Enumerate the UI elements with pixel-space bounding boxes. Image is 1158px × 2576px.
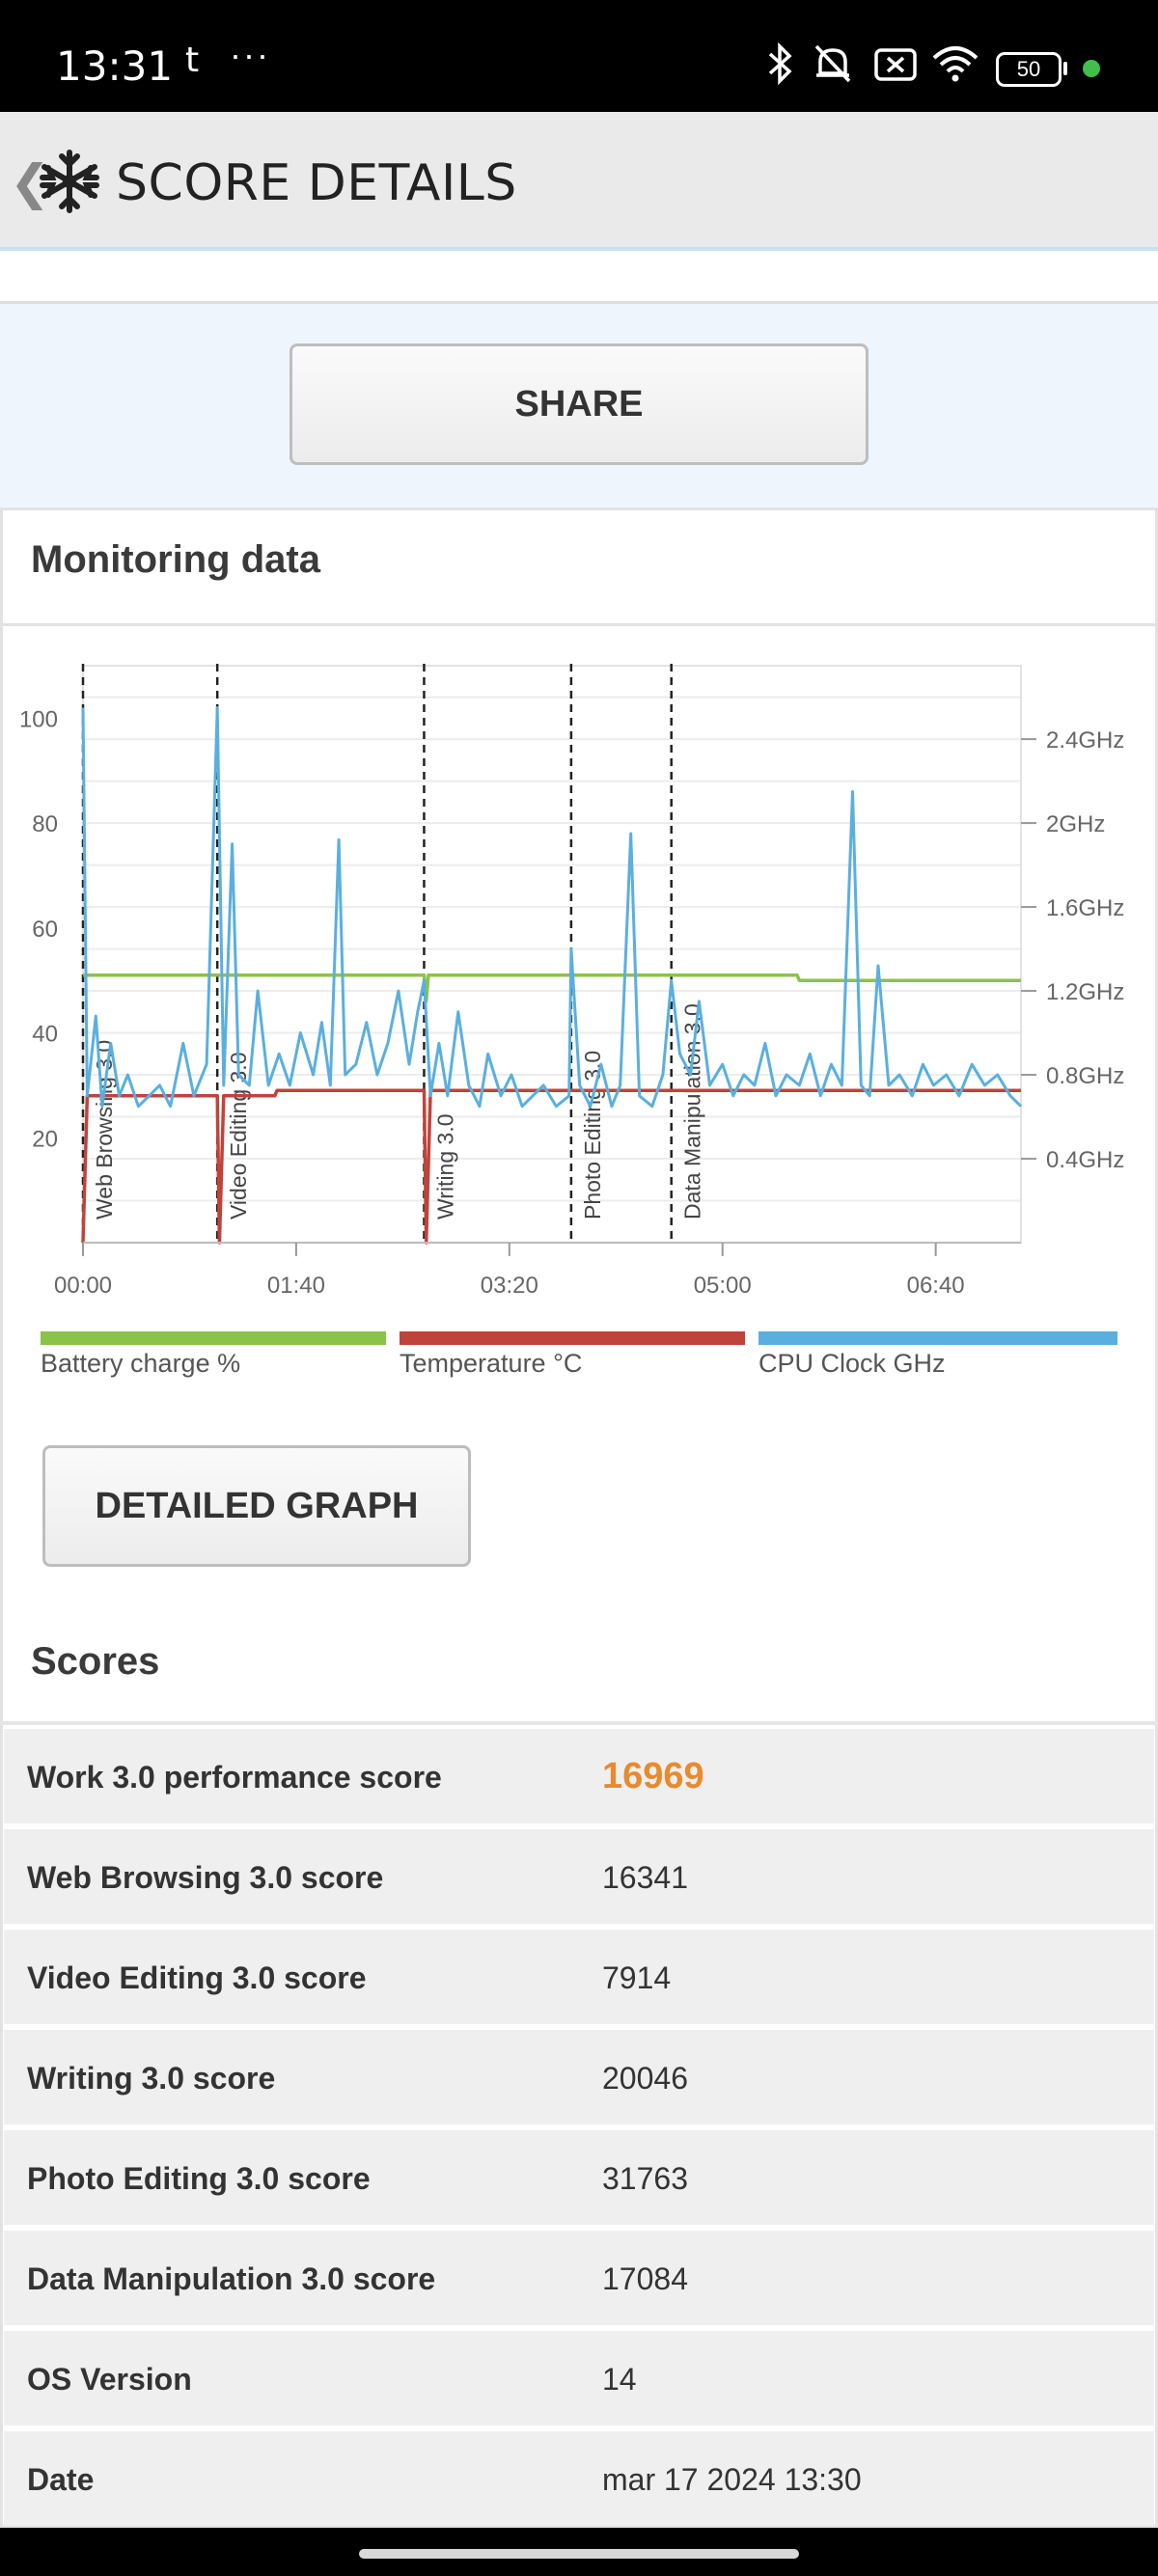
phase-marker-label: Photo Editing 3.0 (580, 1051, 605, 1219)
y-left-tick-label: 40 (32, 1022, 58, 1048)
y-right-tick-label: 2GHz (1046, 811, 1105, 837)
score-value: 20046 (602, 2061, 688, 2096)
scores-divider (0, 1721, 1158, 1725)
score-value: 17084 (602, 2261, 688, 2296)
previous-card-bottom (0, 251, 1158, 304)
y-right-tick-label: 1.6GHz (1046, 895, 1124, 921)
score-label: Web Browsing 3.0 score (27, 1860, 384, 1895)
x-tick-label: 03:20 (481, 1273, 538, 1293)
score-label: OS Version (27, 2362, 192, 2397)
app-header: ❮ SCORE DETAILS (0, 112, 1158, 251)
wifi-icon (932, 46, 979, 82)
table-row: Data Manipulation 3.0 score 17084 (4, 2231, 1154, 2325)
home-gesture-handle[interactable] (359, 2549, 799, 2559)
legend-cpu-label: CPU Clock GHz (758, 1349, 946, 1378)
score-label: Photo Editing 3.0 score (27, 2161, 371, 2196)
series-line-battery (83, 973, 1021, 1003)
x-tick-label: 01:40 (267, 1273, 325, 1293)
table-row: OS Version 14 (4, 2331, 1154, 2425)
score-value: mar 17 2024 13:30 (602, 2462, 862, 2497)
legend-temperature-label: Temperature °C (400, 1349, 583, 1378)
privacy-indicator-dot (1083, 60, 1100, 77)
table-row: Date mar 17 2024 13:30 (4, 2431, 1154, 2526)
phase-marker-label: Web Browsing 3.0 (92, 1040, 117, 1219)
app-notification-icon: t (185, 41, 200, 80)
series-line-cpu (81, 706, 1023, 1109)
score-value: 7914 (602, 1960, 672, 1995)
table-row: Web Browsing 3.0 score 16341 (4, 1829, 1154, 1924)
phase-marker-label: Video Editing 3.0 (226, 1053, 251, 1220)
screen-off-icon (874, 48, 917, 81)
table-row: Video Editing 3.0 score 7914 (4, 1930, 1154, 2024)
plot-frame (82, 665, 1022, 1244)
score-label: Video Editing 3.0 score (27, 1960, 367, 1995)
y-right-tick-label: 1.2GHz (1046, 979, 1124, 1005)
y-right-tick-label: 0.4GHz (1046, 1147, 1124, 1173)
legend-battery-swatch (41, 1331, 386, 1345)
battery-icon: 50 (996, 52, 1062, 87)
legend-cpu-swatch (758, 1331, 1117, 1345)
x-tick-label: 00:00 (54, 1273, 112, 1293)
scores-title: Scores (31, 1640, 160, 1683)
score-value: 14 (602, 2362, 637, 2397)
score-label: Work 3.0 performance score (27, 1760, 442, 1795)
monitoring-chart: Web Browsing 3.0 Video Editing 3.0 Writing… (19, 664, 1124, 1293)
x-tick-label: 06:40 (907, 1273, 965, 1293)
score-value: 16341 (602, 1860, 688, 1895)
monitoring-title: Monitoring data (31, 538, 320, 581)
battery-tip (1063, 62, 1067, 75)
table-row: Work 3.0 performance score 16969 (4, 1729, 1154, 1823)
table-row: Photo Editing 3.0 score 31763 (4, 2130, 1154, 2225)
y-left-tick-label: 60 (32, 917, 58, 943)
y-left-tick-label: 80 (32, 811, 58, 837)
y-left-tick-label: 100 (19, 706, 58, 732)
series-line-temperature (81, 1088, 1021, 1245)
snowflake-logo-icon (40, 150, 99, 213)
score-label: Writing 3.0 score (27, 2061, 276, 2096)
more-notifications-icon: ··· (230, 35, 270, 74)
divider (0, 623, 1158, 626)
score-value: 31763 (602, 2161, 688, 2196)
status-bar: 13:31 t ··· 50 (0, 0, 1158, 112)
phase-marker-label: Writing 3.0 (432, 1113, 457, 1219)
page-title: SCORE DETAILS (116, 154, 517, 212)
legend-temperature-swatch (400, 1331, 745, 1345)
scores-table: Work 3.0 performance score 16969 Web Bro… (4, 1729, 1154, 2532)
score-value: 16969 (602, 1756, 704, 1796)
score-label: Date (27, 2462, 95, 2497)
x-tick-label: 05:00 (694, 1273, 752, 1293)
phase-marker-label: Data Manipulation 3.0 (680, 1003, 705, 1219)
detailed-graph-button[interactable]: DETAILED GRAPH (42, 1445, 471, 1567)
status-time: 13:31 (56, 42, 174, 90)
share-button[interactable]: SHARE (290, 343, 868, 465)
bluetooth-icon (768, 42, 792, 85)
y-left-tick-label: 20 (32, 1126, 58, 1152)
y-right-tick-label: 0.8GHz (1046, 1063, 1124, 1089)
mute-icon (814, 44, 851, 83)
score-label: Data Manipulation 3.0 score (27, 2261, 436, 2296)
y-right-tick-label: 2.4GHz (1046, 727, 1124, 754)
legend-battery-label: Battery charge % (41, 1349, 241, 1378)
table-row: Writing 3.0 score 20046 (4, 2030, 1154, 2124)
